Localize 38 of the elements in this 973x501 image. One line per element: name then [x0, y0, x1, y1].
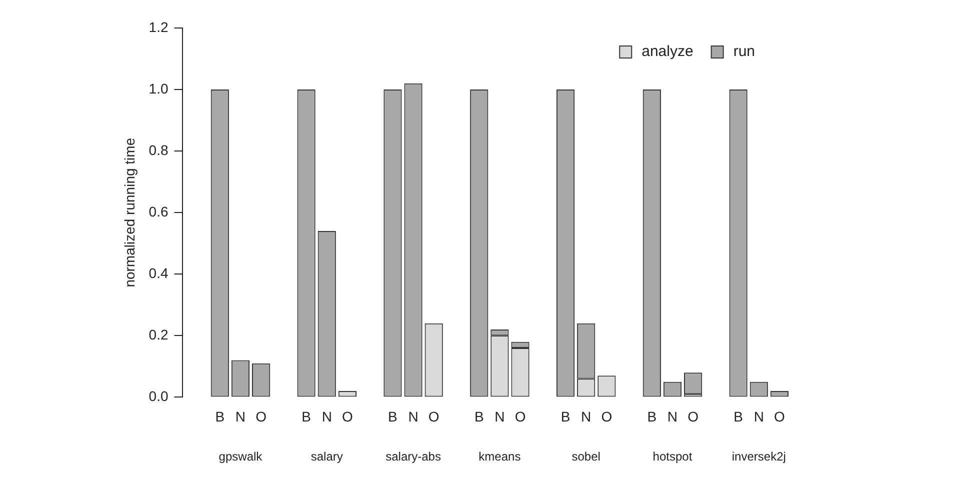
y-tick-label: 1.0 — [148, 80, 168, 96]
x-tick-label: O — [342, 408, 354, 424]
x-tick-label: B — [647, 408, 657, 424]
x-tick-label: B — [215, 408, 225, 424]
legend-label: run — [733, 43, 756, 60]
text: inversek2j — [732, 450, 786, 464]
x-tick-label: B — [388, 408, 398, 424]
y-tick-label: 1.2 — [148, 18, 168, 35]
x-tick-label: O — [601, 408, 612, 424]
legend-label: analyze — [642, 43, 694, 60]
text: kmeans — [478, 450, 521, 464]
x-tick-label: O — [774, 408, 786, 424]
text: hotspot — [652, 450, 693, 464]
x-tick-label: O — [514, 408, 526, 424]
x-tick-label: N — [408, 408, 418, 424]
x-tick-label: N — [322, 408, 332, 424]
y-tick-label: 0.0 — [148, 388, 168, 404]
y-tick-label: 0.8 — [148, 142, 168, 158]
y-tick-label: 0.2 — [148, 326, 168, 343]
x-tick-label: N — [235, 408, 246, 424]
x-tick-label: N — [494, 408, 505, 424]
y-tick-label: 0.6 — [148, 203, 168, 220]
text: salary — [310, 450, 343, 464]
x-tick-label: N — [667, 408, 678, 424]
y-tick-label: 0.4 — [148, 264, 168, 281]
text: salary-abs — [386, 450, 441, 464]
text: sobel — [572, 450, 600, 464]
x-tick-label: B — [474, 408, 484, 424]
x-tick-label: N — [754, 408, 764, 424]
x-tick-label: B — [302, 408, 311, 424]
x-tick-label: N — [581, 408, 592, 424]
x-tick-label: O — [428, 408, 440, 424]
text: gpswalk — [218, 450, 264, 464]
y-axis-title: normalized running time — [121, 138, 138, 288]
x-tick-label: B — [560, 408, 570, 424]
x-tick-label: O — [688, 408, 699, 424]
x-tick-label: O — [256, 408, 267, 424]
x-tick-label: B — [734, 408, 743, 424]
